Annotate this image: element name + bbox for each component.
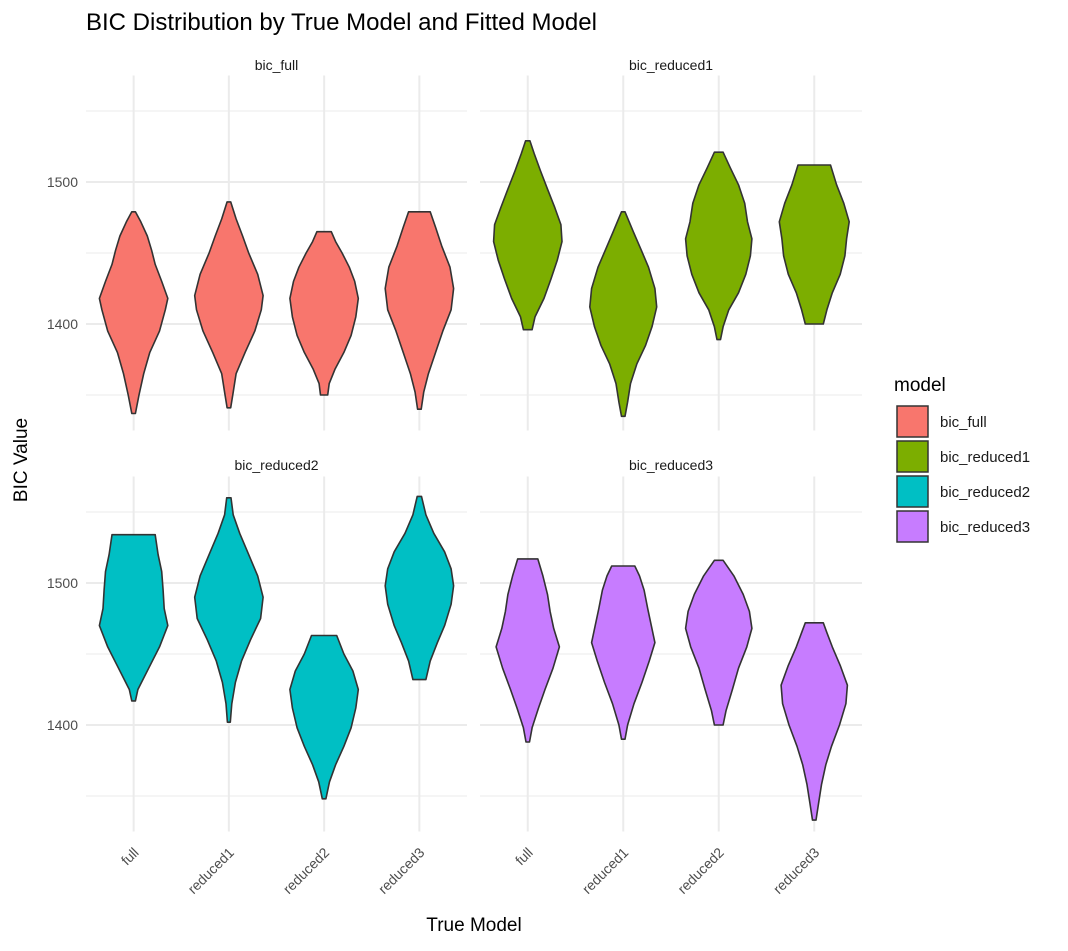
x-tick-label: reduced1	[579, 844, 632, 897]
violin-bic_full-reduced2	[289, 230, 360, 396]
violin-bic_reduced1-reduced1	[589, 211, 658, 418]
violin-bic_reduced1-reduced2	[684, 151, 753, 341]
violin-bic_reduced2-reduced1	[193, 497, 264, 723]
legend-key-bic_full	[896, 405, 929, 438]
violin-bic_reduced3-full	[495, 558, 561, 743]
legend-label: bic_reduced1	[940, 449, 1030, 466]
violin-bic_reduced2-reduced2	[289, 634, 360, 800]
x-tick-label: full	[118, 844, 142, 868]
y-tick-label: 1400	[47, 316, 78, 332]
violin-bic_reduced3-reduced2	[684, 559, 753, 726]
legend-label: bic_reduced2	[940, 484, 1030, 501]
x-tick-label: reduced2	[674, 844, 727, 897]
legend-label: bic_full	[940, 414, 987, 431]
violin-bic_reduced3-reduced1	[590, 565, 656, 740]
legend-key-bic_reduced2	[896, 475, 929, 508]
violin-bic_reduced3-reduced3	[780, 622, 849, 821]
legend-label: bic_reduced3	[940, 519, 1030, 536]
violin-bic_full-full	[98, 211, 169, 415]
x-tick-label: reduced3	[375, 844, 428, 897]
facet-panel: bic_full 1400 1500	[47, 57, 467, 431]
violin-bic_full-reduced3	[384, 211, 455, 410]
legend-title: model	[894, 375, 946, 396]
y-axis-title: BIC Value	[11, 418, 32, 502]
x-axis-title: True Model	[426, 915, 521, 936]
y-tick-label: 1500	[47, 174, 78, 190]
x-tick-label: reduced2	[280, 844, 333, 897]
violin-bic_reduced2-full	[98, 533, 169, 702]
x-tick-label: reduced3	[770, 844, 823, 897]
y-tick-label: 1500	[47, 575, 78, 591]
facet-strip-label: bic_reduced1	[629, 57, 713, 73]
x-tick-label: reduced1	[184, 844, 237, 897]
violin-bic_reduced2-reduced3	[384, 495, 455, 681]
legend-key-bic_reduced3	[896, 510, 929, 543]
y-tick-label: 1400	[47, 717, 78, 733]
facet-strip-label: bic_reduced2	[234, 457, 318, 473]
x-tick-label: full	[512, 844, 536, 868]
facet-strip-label: bic_full	[255, 57, 299, 73]
legend: model bic_full bic_reduced1 bic_reduced2bi…	[894, 375, 1030, 543]
violin-bic_reduced1-full	[492, 140, 563, 331]
facet-panels: bic_full 1400 1500 bic_reduced1 bic_reduced2…	[47, 57, 862, 897]
legend-key-bic_reduced1	[896, 440, 929, 473]
chart-title: BIC Distribution by True Model and Fitte…	[86, 9, 597, 36]
violin-bic_full-reduced1	[193, 201, 264, 409]
facet-panel: bic_reduced2 1400 1500 full reduced1 reduced2…	[47, 457, 467, 897]
violin-bic_reduced1-reduced3	[778, 164, 850, 325]
facet-strip-label: bic_reduced3	[629, 457, 713, 473]
facet-panel: bic_reduced1	[480, 57, 862, 431]
